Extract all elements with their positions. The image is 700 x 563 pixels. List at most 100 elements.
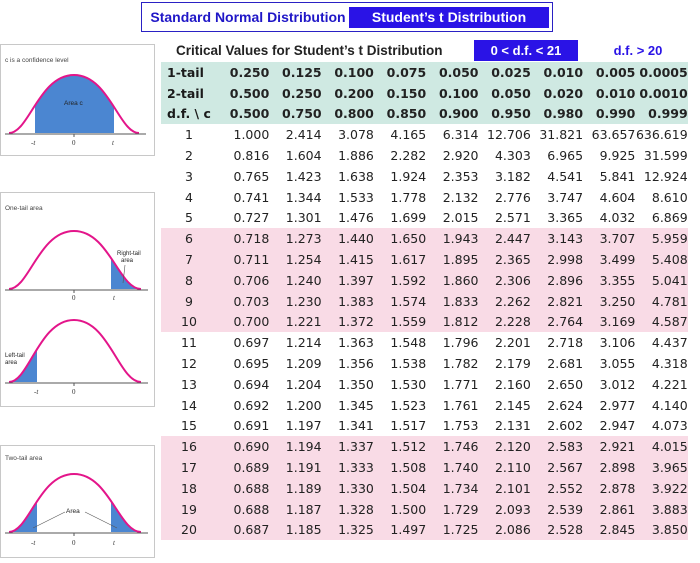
confidence-caption: c is a confidence level <box>5 57 69 64</box>
value-cell: 1.301 <box>285 210 322 226</box>
value-cell: 1.337 <box>321 436 374 458</box>
value-cell: 2.921 <box>583 436 636 458</box>
tab-student-t[interactable]: Student’s t Distribution <box>349 7 549 28</box>
value-cell: 0.697 <box>233 335 270 351</box>
left-axis-zero: 0 <box>72 388 76 396</box>
value-cell: 2.160 <box>494 376 531 392</box>
value-cell: 1.812 <box>426 311 479 333</box>
tab-standard-normal[interactable]: Standard Normal Distribution <box>150 9 346 25</box>
value-cell: 0.692 <box>233 397 270 413</box>
header-cell: 0.0005 <box>635 62 688 83</box>
value-cell: 1.204 <box>285 376 322 392</box>
value-cell: 2.845 <box>583 519 636 541</box>
value-cell: 2.920 <box>442 148 479 164</box>
df-cell: 14 <box>181 397 197 413</box>
value-cell: 3.499 <box>583 249 636 270</box>
right-axis-zero: 0 <box>72 294 76 302</box>
value-cell: 2.539 <box>530 498 584 520</box>
value-cell: 2.528 <box>530 519 584 541</box>
header-cell: 0.980 <box>530 103 584 125</box>
value-cell: 3.106 <box>599 335 636 351</box>
table-row: 20 0.687 1.185 1.325 1.497 1.725 2.086 2.528 2.8… <box>161 519 688 541</box>
value-cell: 1.778 <box>390 189 427 205</box>
header-cell: 0.900 <box>426 103 479 125</box>
value-cell: 2.764 <box>530 311 584 333</box>
value-cell: 5.841 <box>599 168 636 184</box>
two-tail-caption: Two-tail area <box>5 455 43 462</box>
value-cell: 4.604 <box>599 189 636 205</box>
table-row: 18 0.688 1.189 1.330 1.504 1.734 2.101 2.552 2.8… <box>161 477 688 499</box>
left-tail-curve <box>8 318 142 383</box>
header-cell: 0.100 <box>321 62 374 83</box>
value-cell: 1.230 <box>269 290 322 312</box>
value-cell: 0.690 <box>217 436 270 458</box>
value-cell: 1.185 <box>269 519 322 541</box>
value-cell: 2.861 <box>583 498 636 520</box>
confidence-level-diagram: c is a confidence level Area c -t 0 t <box>0 44 155 156</box>
value-cell: 1.187 <box>269 498 322 520</box>
value-cell: 3.355 <box>583 269 636 291</box>
axis-neg-t: -t <box>31 139 36 147</box>
value-cell: 1.538 <box>390 356 427 372</box>
value-cell: 1.273 <box>269 228 322 250</box>
value-cell: 63.657 <box>591 127 636 143</box>
value-cell: 0.711 <box>217 249 270 270</box>
value-cell: 1.559 <box>373 311 427 333</box>
df-range-small-button[interactable]: 0 < d.f. < 21 <box>474 40 578 61</box>
value-cell: 3.365 <box>547 210 584 226</box>
value-cell: 2.262 <box>478 290 531 312</box>
value-cell: 3.250 <box>583 290 636 312</box>
value-cell: 2.571 <box>494 210 531 226</box>
value-cell: 1.530 <box>390 376 427 392</box>
axis-zero: 0 <box>72 139 76 147</box>
value-cell: 1.476 <box>338 210 374 226</box>
value-cell: 1.330 <box>321 477 374 499</box>
value-cell: 1.796 <box>442 335 479 351</box>
right-tail-label-line2: area <box>121 258 134 264</box>
header-row: 2-tail 0.500 0.250 0.200 0.150 0.100 0.050 0.02… <box>161 82 688 104</box>
df-cell: 6 <box>161 228 217 250</box>
value-cell: 1.574 <box>373 290 427 312</box>
value-cell: 4.073 <box>651 418 688 434</box>
value-cell: 2.567 <box>530 457 584 478</box>
header-row: 1-tail 0.250 0.125 0.100 0.075 0.050 0.025 0.01… <box>161 62 688 83</box>
df-cell: 13 <box>181 376 197 392</box>
table-row: 12 0.695 1.209 1.356 1.538 1.782 2.179 2.681 3.0… <box>161 353 688 374</box>
value-cell: 1.497 <box>373 519 427 541</box>
table-row: 15 0.691 1.197 1.341 1.517 1.753 2.131 2.602 2.9… <box>161 416 688 437</box>
value-cell: 1.895 <box>426 249 479 270</box>
value-cell: 4.781 <box>635 290 688 312</box>
value-cell: 1.350 <box>338 376 374 392</box>
value-cell: 1.746 <box>426 436 479 458</box>
value-cell: 1.325 <box>321 519 374 541</box>
header-row-label: 1-tail <box>161 62 217 83</box>
value-cell: 1.833 <box>426 290 479 312</box>
header-cell: 0.020 <box>530 82 584 104</box>
right-tail-shaded-region <box>111 257 141 289</box>
right-tail-label-line1: Right-tail <box>117 251 141 257</box>
table-row: 2 0.816 1.604 1.886 2.282 2.920 4.303 6.965 9.92… <box>161 145 688 166</box>
value-cell: 1.440 <box>321 228 374 250</box>
df-cell: 10 <box>161 311 217 333</box>
value-cell: 1.356 <box>338 356 374 372</box>
table-row: 19 0.688 1.187 1.328 1.500 1.729 2.093 2.539 2.8… <box>161 498 688 520</box>
df-cell: 12 <box>181 356 197 372</box>
df-range-large-link[interactable]: d.f. > 20 <box>613 43 663 58</box>
value-cell: 31.821 <box>539 127 584 143</box>
value-cell: 4.437 <box>651 335 688 351</box>
value-cell: 4.015 <box>635 436 688 458</box>
value-cell: 1.221 <box>269 311 322 333</box>
table-row: 3 0.765 1.423 1.638 1.924 2.353 3.182 4.541 5.84… <box>161 166 688 187</box>
value-cell: 3.922 <box>635 477 688 499</box>
df-cell: 20 <box>161 519 217 541</box>
header-cell: 0.075 <box>373 62 427 83</box>
df-cell: 17 <box>161 457 217 478</box>
value-cell: 1.699 <box>390 210 427 226</box>
value-cell: 2.086 <box>478 519 531 541</box>
value-cell: 0.765 <box>233 168 270 184</box>
table-row: 6 0.718 1.273 1.440 1.650 1.943 2.447 3.143 3.70… <box>161 228 688 250</box>
value-cell: 1.523 <box>390 397 427 413</box>
header-cell: 0.025 <box>478 62 531 83</box>
value-cell: 1.761 <box>442 397 479 413</box>
value-cell: 1.734 <box>426 477 479 499</box>
